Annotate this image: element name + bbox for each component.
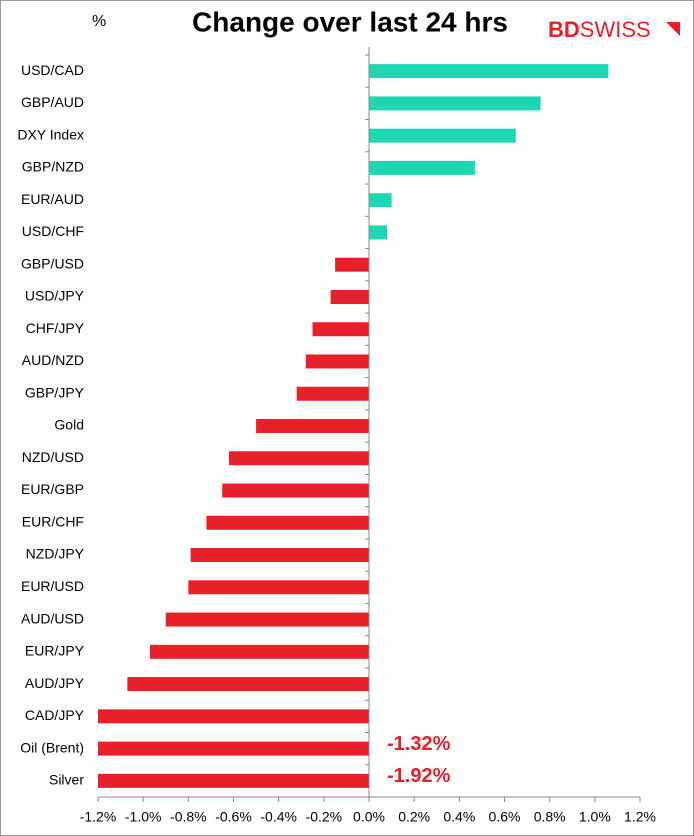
logo-part: BD [548, 17, 580, 42]
bar [149, 644, 369, 659]
bar [165, 612, 369, 627]
y-tick-label: GBP/NZD [22, 159, 84, 175]
bar [369, 64, 609, 79]
y-tick-label: DXY Index [17, 126, 84, 142]
x-tick-label: -1.0% [125, 809, 162, 825]
y-tick-label: CHF/JPY [26, 320, 85, 336]
y-tick-label: EUR/AUD [21, 191, 84, 207]
bar [312, 322, 369, 337]
y-tick-label: Oil (Brent) [20, 739, 84, 755]
bar [369, 225, 388, 240]
bar [98, 773, 370, 788]
logo: BDSWISS [548, 17, 651, 42]
bar [256, 419, 369, 433]
y-tick-label: CAD/JPY [25, 707, 85, 723]
bar [330, 289, 369, 304]
y-tick-label: EUR/USD [21, 578, 84, 594]
bar [206, 515, 369, 530]
bar [335, 257, 369, 272]
x-tick-label: 1.2% [624, 809, 656, 825]
x-tick-label: -0.6% [215, 809, 252, 825]
y-tick-label: Gold [54, 417, 84, 433]
x-tick-label: -0.2% [306, 809, 343, 825]
y-tick-label: EUR/GBP [21, 481, 84, 497]
bar [369, 128, 516, 143]
y-tick-label: USD/CHF [22, 223, 84, 239]
logo-part: SWISS [580, 17, 651, 42]
bar [369, 160, 476, 175]
bar [228, 451, 369, 466]
y-tick-label: NZD/JPY [26, 546, 85, 562]
bar [296, 386, 369, 401]
y-tick-label: EUR/JPY [25, 643, 85, 659]
x-tick-label: 0.0% [353, 809, 385, 825]
bar [98, 741, 370, 756]
x-tick-label: -0.8% [170, 809, 207, 825]
x-tick-label: -1.2% [80, 809, 117, 825]
x-tick-label: 0.4% [443, 809, 475, 825]
x-tick-label: 0.2% [398, 809, 430, 825]
y-tick-label: EUR/CHF [22, 513, 84, 529]
bar [190, 548, 369, 563]
value-label: -1.32% [387, 733, 451, 755]
y-tick-label: NZD/USD [22, 449, 84, 465]
chart-title: Change over last 24 hrs [192, 6, 508, 37]
bar [127, 677, 369, 692]
bar [369, 193, 392, 208]
y-tick-label: GBP/JPY [25, 384, 85, 400]
logo-icon [666, 22, 680, 36]
y-tick-label: GBP/AUD [21, 94, 84, 110]
y-tick-label: AUD/JPY [25, 675, 85, 691]
y-tick-label: AUD/USD [21, 610, 84, 626]
y-tick-label: AUD/NZD [22, 352, 84, 368]
x-tick-label: 0.6% [489, 809, 521, 825]
y-tick-label: Silver [49, 772, 84, 788]
bar [98, 709, 369, 724]
x-tick-label: 1.0% [579, 809, 611, 825]
plot [98, 64, 609, 788]
y-tick-label: USD/CAD [21, 62, 84, 78]
bar [188, 580, 369, 595]
x-tick-label: -0.4% [260, 809, 297, 825]
unit-label: % [92, 13, 106, 30]
bar [305, 354, 369, 369]
y-tick-label: GBP/USD [21, 255, 84, 271]
x-tick-label: 0.8% [534, 809, 566, 825]
y-tick-label: USD/JPY [25, 288, 85, 304]
bar [369, 96, 541, 111]
bar [222, 483, 369, 498]
value-label: -1.92% [387, 765, 451, 787]
